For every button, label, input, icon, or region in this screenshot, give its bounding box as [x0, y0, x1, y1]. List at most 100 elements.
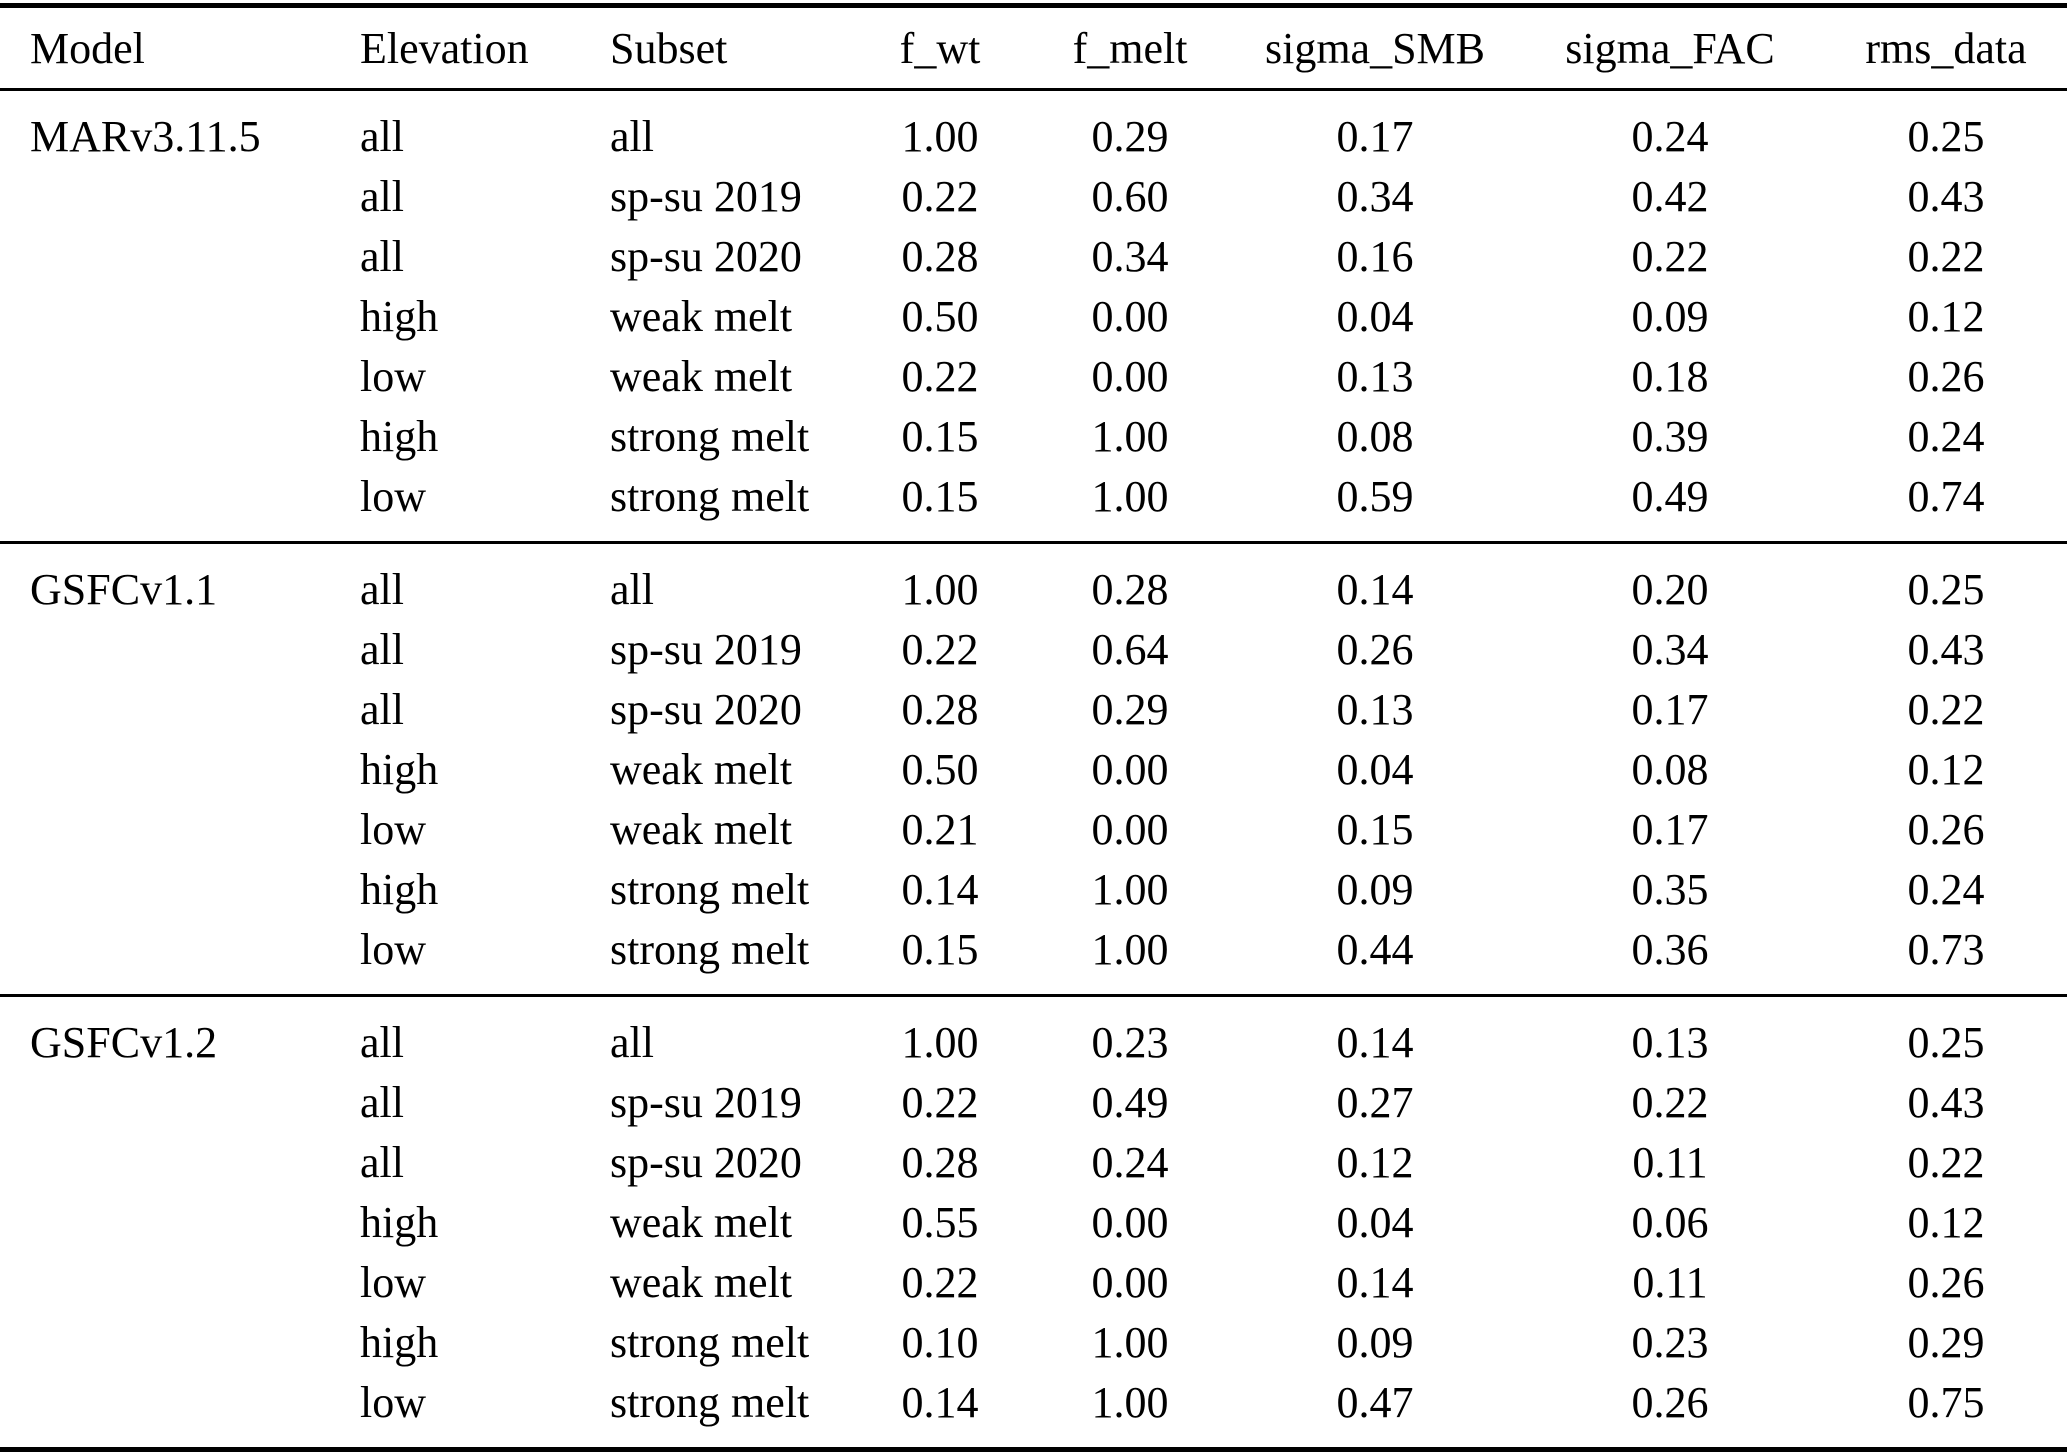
- subset-cell: strong melt: [610, 471, 810, 521]
- f-melt-cell: 1.00: [1091, 1377, 1169, 1427]
- sigma-smb-cell: 0.04: [1336, 291, 1414, 341]
- sigma-fac-cell: 0.26: [1631, 1377, 1709, 1427]
- f-melt-cell: 0.28: [1091, 564, 1169, 614]
- f-melt-cell: 1.00: [1091, 864, 1169, 914]
- f-wt-cell: 0.28: [901, 231, 979, 281]
- sigma-fac-cell: 0.23: [1631, 1317, 1709, 1367]
- subset-cell: all: [610, 564, 654, 614]
- table-row: high weak melt 0.50 0.00 0.04 0.08 0.12: [0, 739, 2067, 799]
- elevation-cell: low: [360, 1257, 426, 1307]
- f-wt-cell: 1.00: [901, 564, 979, 614]
- f-wt-cell: 0.14: [901, 864, 979, 914]
- table-row: low weak melt 0.22 0.00 0.13 0.18 0.26: [0, 346, 2067, 406]
- sigma-fac-cell: 0.35: [1631, 864, 1709, 914]
- elevation-cell: all: [360, 171, 404, 221]
- table-row: all sp-su 2020 0.28 0.29 0.13 0.17 0.22: [0, 679, 2067, 739]
- model-cell: MARv3.11.5: [30, 111, 261, 161]
- sigma-fac-cell: 0.49: [1631, 471, 1709, 521]
- rms-data-cell: 0.26: [1907, 804, 1985, 854]
- elevation-cell: all: [360, 1137, 404, 1187]
- subset-cell: weak melt: [610, 351, 793, 401]
- rms-data-cell: 0.26: [1907, 351, 1985, 401]
- elevation-cell: all: [360, 564, 404, 614]
- sigma-smb-cell: 0.09: [1336, 1317, 1414, 1367]
- table-row: all sp-su 2020 0.28 0.34 0.16 0.22 0.22: [0, 226, 2067, 286]
- subset-cell: sp-su 2019: [610, 171, 802, 221]
- model-group: GSFCv1.2 all all 1.00 0.23 0.14 0.13 0.25 all sp-…: [0, 994, 2067, 1447]
- model-cell: GSFCv1.2: [30, 1017, 218, 1067]
- f-melt-cell: 0.00: [1091, 744, 1169, 794]
- sigma-fac-cell: 0.39: [1631, 411, 1709, 461]
- sigma-fac-cell: 0.22: [1631, 1077, 1709, 1127]
- sigma-smb-cell: 0.08: [1336, 411, 1414, 461]
- sigma-smb-cell: 0.14: [1336, 564, 1414, 614]
- sigma-smb-cell: 0.13: [1336, 684, 1414, 734]
- f-melt-cell: 0.00: [1091, 804, 1169, 854]
- elevation-cell: low: [360, 924, 426, 974]
- sigma-smb-cell: 0.04: [1336, 1197, 1414, 1247]
- f-melt-cell: 1.00: [1091, 924, 1169, 974]
- rms-data-cell: 0.25: [1907, 564, 1985, 614]
- elevation-cell: all: [360, 1077, 404, 1127]
- sigma-fac-cell: 0.20: [1631, 564, 1709, 614]
- model-group: GSFCv1.1 all all 1.00 0.28 0.14 0.20 0.25 all sp-…: [0, 541, 2067, 994]
- sigma-smb-cell: 0.34: [1336, 171, 1414, 221]
- sigma-smb-cell: 0.04: [1336, 744, 1414, 794]
- table-row: all sp-su 2019 0.22 0.49 0.27 0.22 0.43: [0, 1072, 2067, 1132]
- sigma-fac-cell: 0.22: [1631, 231, 1709, 281]
- sigma-fac-cell: 0.06: [1631, 1197, 1709, 1247]
- sigma-smb-cell: 0.17: [1336, 111, 1414, 161]
- rms-data-cell: 0.43: [1907, 1077, 1985, 1127]
- sigma-smb-cell: 0.59: [1336, 471, 1414, 521]
- sigma-fac-cell: 0.11: [1632, 1137, 1708, 1187]
- f-melt-cell: 0.60: [1091, 171, 1169, 221]
- f-melt-cell: 0.49: [1091, 1077, 1169, 1127]
- rms-data-cell: 0.22: [1907, 231, 1985, 281]
- f-wt-cell: 0.14: [901, 1377, 979, 1427]
- sigma-fac-cell: 0.34: [1631, 624, 1709, 674]
- f-melt-cell: 1.00: [1091, 1317, 1169, 1367]
- elevation-cell: all: [360, 231, 404, 281]
- subset-cell: all: [610, 111, 654, 161]
- elevation-cell: high: [360, 411, 439, 461]
- f-wt-cell: 0.28: [901, 1137, 979, 1187]
- f-wt-cell: 1.00: [901, 1017, 979, 1067]
- rms-data-cell: 0.29: [1907, 1317, 1985, 1367]
- subset-cell: sp-su 2019: [610, 624, 802, 674]
- sigma-smb-cell: 0.47: [1336, 1377, 1414, 1427]
- subset-cell: weak melt: [610, 744, 793, 794]
- f-wt-cell: 0.55: [901, 1197, 979, 1247]
- sigma-smb-cell: 0.09: [1336, 864, 1414, 914]
- sigma-fac-cell: 0.13: [1631, 1017, 1709, 1067]
- f-melt-cell: 0.00: [1091, 351, 1169, 401]
- rms-data-cell: 0.26: [1907, 1257, 1985, 1307]
- table-row: high strong melt 0.14 1.00 0.09 0.35 0.24: [0, 859, 2067, 919]
- elevation-cell: all: [360, 684, 404, 734]
- table-row: high weak melt 0.50 0.00 0.04 0.09 0.12: [0, 286, 2067, 346]
- f-wt-cell: 0.22: [901, 624, 979, 674]
- elevation-cell: all: [360, 624, 404, 674]
- rms-data-cell: 0.22: [1907, 1137, 1985, 1187]
- sigma-smb-cell: 0.14: [1336, 1017, 1414, 1067]
- elevation-cell: high: [360, 1317, 439, 1367]
- table-header: Model Elevation Subset f_wt f_melt sigma…: [0, 8, 2067, 91]
- rms-data-cell: 0.12: [1907, 291, 1985, 341]
- f-melt-cell: 1.00: [1091, 471, 1169, 521]
- table-row: low strong melt 0.15 1.00 0.44 0.36 0.73: [0, 919, 2067, 979]
- table-row: GSFCv1.2 all all 1.00 0.23 0.14 0.13 0.25: [0, 1012, 2067, 1072]
- f-wt-cell: 0.22: [901, 351, 979, 401]
- f-melt-cell: 0.23: [1091, 1017, 1169, 1067]
- header-cell-sigma-smb: sigma_SMB: [1264, 23, 1486, 73]
- f-melt-cell: 0.00: [1091, 1197, 1169, 1247]
- rms-data-cell: 0.24: [1907, 411, 1985, 461]
- f-wt-cell: 0.50: [901, 291, 979, 341]
- elevation-cell: low: [360, 804, 426, 854]
- rms-data-cell: 0.43: [1907, 624, 1985, 674]
- rms-data-cell: 0.25: [1907, 111, 1985, 161]
- subset-cell: sp-su 2020: [610, 684, 802, 734]
- elevation-cell: high: [360, 1197, 439, 1247]
- sigma-fac-cell: 0.08: [1631, 744, 1709, 794]
- sigma-fac-cell: 0.11: [1632, 1257, 1708, 1307]
- rms-data-cell: 0.22: [1907, 684, 1985, 734]
- sigma-fac-cell: 0.36: [1631, 924, 1709, 974]
